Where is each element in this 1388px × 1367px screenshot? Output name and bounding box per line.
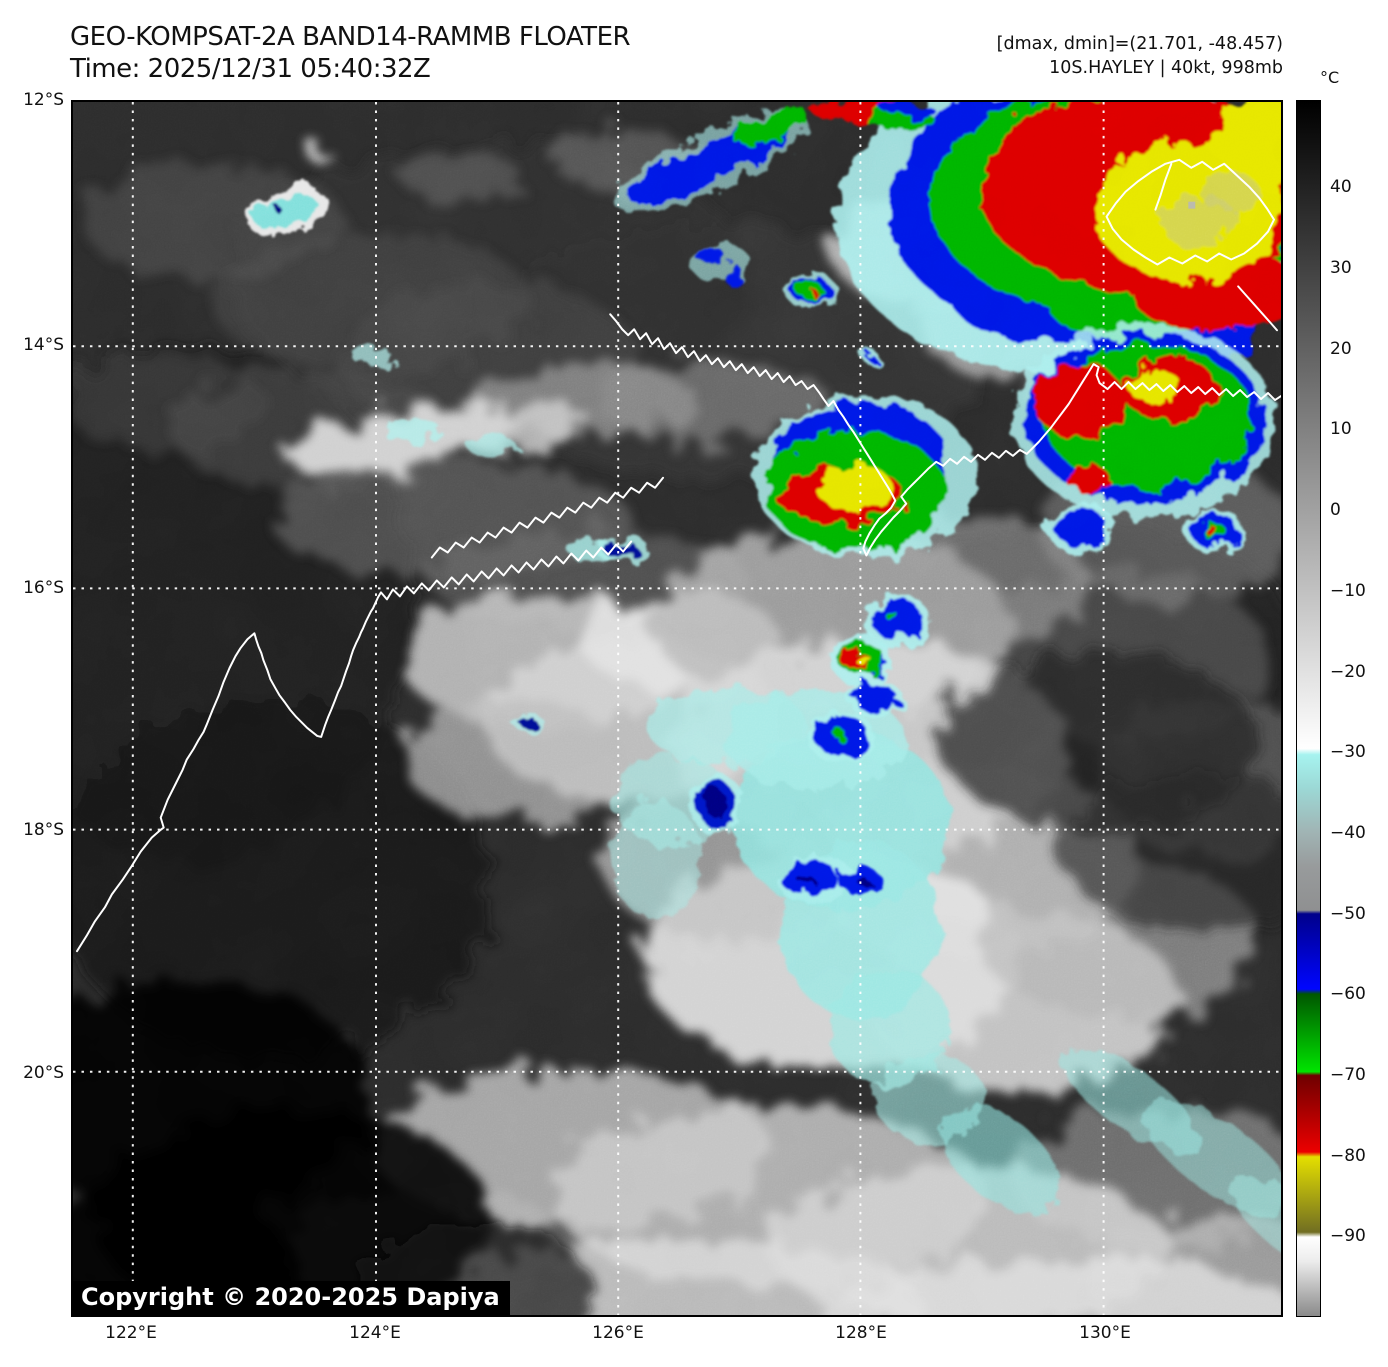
colorbar-tick-label: −40 [1330,823,1366,843]
colorbar-tick-label: −60 [1330,984,1366,1004]
colorbar-tick-label: 10 [1330,419,1352,439]
colorbar-tick-label: 30 [1330,258,1352,278]
timestamp-label: Time: 2025/12/31 05:40:32Z [70,54,431,84]
satellite-image [73,102,1281,1315]
temperature-colorbar [1296,100,1321,1317]
coastline-layer [75,158,1281,953]
coastline-kimberley-archipelago [430,476,665,559]
colorbar-tick-label: −30 [1330,742,1366,762]
colorbar-tick-label: −90 [1330,1226,1366,1246]
lon-tick-124e: 124°E [349,1323,401,1343]
colorbar-tick-label: −10 [1330,581,1366,601]
lon-tick-128e: 128°E [835,1323,887,1343]
page-title: GEO-KOMPSAT-2A BAND14-RAMMB FLOATER [70,22,631,52]
lat-tick-12s: 12°S [23,90,64,110]
colorbar-tick-label: −50 [1330,904,1366,924]
lon-tick-126e: 126°E [592,1323,644,1343]
blotch-texture [73,102,1281,1315]
dmax-dmin-readout: [dmax, dmin]=(21.701, -48.457) [996,34,1283,54]
satellite-map: Copyright © 2020-2025 Dapiya [71,100,1283,1317]
graticule-gridlines [73,102,1281,1315]
lon-tick-122e: 122°E [105,1323,157,1343]
coastline-tiwi-islands [1105,158,1276,266]
storm-info-label: 10S.HAYLEY | 40kt, 998mb [1049,58,1283,78]
colorbar-tick-label: 0 [1330,500,1341,520]
lat-tick-18s: 18°S [23,820,64,840]
colorbar-tick-label: −20 [1330,662,1366,682]
lon-tick-130e: 130°E [1079,1323,1131,1343]
lat-tick-20s: 20°S [23,1063,64,1083]
copyright-badge: Copyright © 2020-2025 Dapiya [73,1281,510,1315]
colorbar-tick-label: −80 [1330,1146,1366,1166]
coastline-north-australia [609,313,1281,557]
location-marker-icon [1188,201,1196,209]
coastline-tiwi-strait [1154,162,1173,211]
colorbar-tick-label: −70 [1330,1065,1366,1085]
colorbar-unit-label: °C [1320,68,1340,87]
colorbar-tick-label: 20 [1330,339,1352,359]
lat-tick-16s: 16°S [23,578,64,598]
colorbar-tick-label: 40 [1330,177,1352,197]
coastline-arnhem [1237,285,1279,332]
lat-tick-14s: 14°S [23,335,64,355]
coastline-nw-australia [75,540,633,953]
